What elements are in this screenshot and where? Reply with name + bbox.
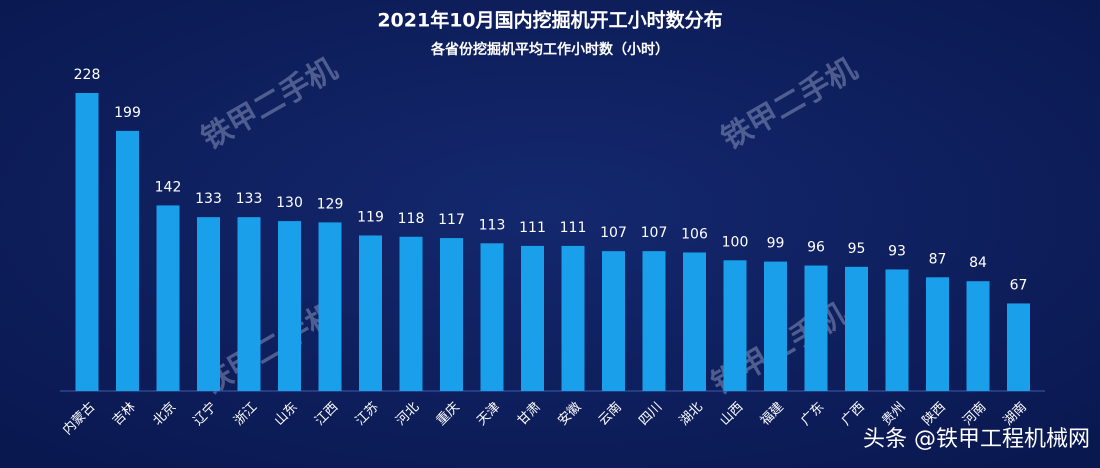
bar bbox=[561, 245, 585, 391]
bar bbox=[1007, 303, 1030, 391]
bar bbox=[845, 266, 868, 391]
value-label: 107 bbox=[641, 225, 668, 241]
value-label: 129 bbox=[317, 196, 344, 212]
bar bbox=[359, 235, 382, 391]
bar bbox=[399, 236, 423, 391]
value-label: 133 bbox=[195, 191, 222, 207]
bar bbox=[197, 217, 220, 391]
value-label: 95 bbox=[848, 241, 866, 257]
value-label: 93 bbox=[888, 243, 906, 259]
chart-subtitle: 各省份挖掘机平均工作小时数（小时） bbox=[430, 41, 669, 58]
value-label: 133 bbox=[236, 191, 263, 207]
bar bbox=[683, 252, 706, 391]
value-label: 118 bbox=[398, 211, 425, 227]
value-label: 142 bbox=[155, 179, 182, 195]
value-label: 106 bbox=[681, 226, 708, 242]
bar bbox=[480, 243, 504, 391]
value-label: 87 bbox=[929, 251, 947, 267]
bar bbox=[440, 238, 463, 391]
value-label: 111 bbox=[519, 220, 546, 236]
bar bbox=[278, 221, 301, 391]
value-label: 130 bbox=[276, 195, 303, 211]
bar bbox=[318, 222, 342, 391]
bar bbox=[804, 265, 828, 391]
value-label: 119 bbox=[357, 209, 384, 225]
bar bbox=[237, 217, 261, 391]
value-label: 111 bbox=[560, 220, 587, 236]
bar bbox=[885, 269, 909, 391]
footer: 头条 @铁甲工程机械网 bbox=[863, 427, 1090, 452]
value-label: 84 bbox=[969, 255, 987, 271]
bar bbox=[521, 245, 544, 391]
value-label: 96 bbox=[807, 240, 825, 256]
bar bbox=[75, 93, 99, 391]
value-label: 107 bbox=[600, 225, 627, 241]
value-label: 99 bbox=[767, 236, 785, 252]
value-label: 199 bbox=[114, 105, 141, 121]
value-label: 113 bbox=[479, 217, 506, 233]
value-label: 117 bbox=[438, 212, 465, 228]
bar bbox=[764, 261, 787, 391]
bar bbox=[642, 251, 666, 391]
bar bbox=[723, 260, 747, 391]
chart-title: 2021年10月国内挖掘机开工小时数分布 bbox=[377, 9, 722, 32]
bar bbox=[926, 277, 949, 391]
value-label: 228 bbox=[74, 67, 101, 83]
bar bbox=[602, 251, 625, 391]
value-label: 67 bbox=[1010, 277, 1028, 293]
bar bbox=[966, 281, 990, 391]
bar bbox=[116, 130, 139, 391]
value-label: 100 bbox=[722, 234, 749, 250]
bar bbox=[156, 205, 180, 391]
